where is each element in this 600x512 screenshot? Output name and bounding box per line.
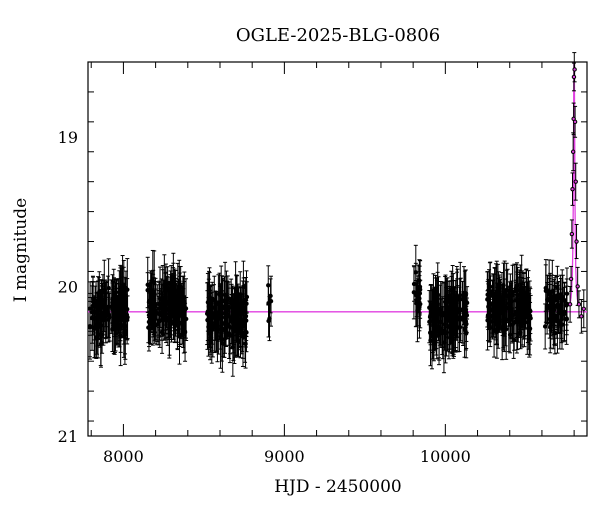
data-point	[102, 279, 108, 320]
data-point	[116, 278, 121, 325]
x-axis-label: HJD - 2450000	[274, 477, 402, 497]
data-point	[87, 297, 93, 358]
data-point	[528, 294, 533, 342]
data-point	[239, 318, 245, 352]
event-point-highlight	[568, 303, 572, 306]
data-point	[223, 303, 229, 347]
data-point	[117, 292, 123, 334]
data-point	[98, 290, 103, 328]
data-point	[555, 288, 560, 354]
data-point	[236, 307, 241, 351]
data-point	[488, 261, 493, 312]
data-point	[106, 258, 111, 318]
data-point	[243, 319, 248, 369]
plot-area	[87, 52, 588, 437]
data-point	[207, 289, 213, 355]
data-point	[560, 274, 566, 320]
data-point	[564, 301, 569, 336]
data-point	[440, 306, 445, 360]
data-point	[180, 288, 186, 349]
data-point	[411, 266, 417, 302]
data-point	[435, 271, 440, 338]
data-point	[427, 300, 432, 344]
data-point	[547, 301, 553, 354]
event-point-highlight	[572, 117, 575, 121]
data-point	[415, 264, 421, 314]
data-point	[456, 296, 461, 329]
data-points-layer	[87, 52, 586, 377]
data-point	[122, 301, 128, 365]
data-point	[504, 262, 509, 329]
data-point	[152, 250, 157, 317]
data-point	[438, 298, 444, 346]
event-point-highlight	[575, 240, 578, 243]
data-point	[520, 280, 525, 331]
event-point-highlight	[570, 232, 574, 236]
event-point-highlight	[573, 120, 577, 124]
data-point	[111, 296, 117, 355]
y-tick-labels: 19 20 21	[58, 128, 78, 446]
data-point	[266, 265, 271, 306]
data-point	[448, 280, 454, 345]
plot-frame	[87, 61, 588, 437]
x-tick-label: 8000	[103, 447, 144, 466]
data-point	[183, 278, 189, 339]
event-point-highlight	[571, 187, 574, 191]
data-point	[244, 281, 250, 313]
data-point	[210, 291, 215, 341]
data-point	[162, 254, 167, 317]
data-point	[104, 280, 109, 338]
data-point	[544, 288, 550, 324]
event-point-highlight	[576, 285, 579, 288]
data-point	[485, 289, 491, 342]
event-point-highlight	[573, 68, 576, 71]
data-point	[508, 282, 514, 340]
data-point	[432, 290, 437, 343]
y-axis-label: I magnitude	[11, 198, 31, 302]
event-point-highlight	[580, 315, 583, 318]
data-point	[552, 290, 557, 346]
data-point	[445, 296, 450, 339]
data-point	[179, 289, 184, 338]
data-point	[148, 272, 154, 333]
x-tick-label: 10000	[420, 447, 471, 466]
data-point	[514, 286, 520, 354]
event-point-highlight	[571, 150, 575, 153]
event-point-highlight	[574, 180, 577, 183]
data-point	[498, 284, 504, 331]
data-point	[517, 289, 522, 333]
event-point-highlight	[582, 307, 585, 311]
data-point	[214, 291, 220, 352]
event-point-highlight	[569, 277, 573, 281]
minor-ticks	[88, 61, 587, 436]
x-tick-labels: 8000 9000 10000	[103, 447, 471, 466]
data-point	[174, 294, 179, 327]
chart-title: OGLE-2025-BLG-0806	[236, 25, 440, 46]
data-point	[461, 266, 467, 325]
data-point	[222, 321, 227, 358]
data-point	[90, 276, 96, 327]
data-point	[113, 280, 119, 329]
data-point	[268, 275, 274, 327]
data-point	[524, 281, 530, 329]
data-point	[159, 294, 165, 337]
data-point	[501, 284, 506, 336]
x-tick-label: 9000	[264, 447, 305, 466]
data-point	[171, 262, 176, 329]
y-tick-label: 20	[58, 277, 78, 296]
data-point	[168, 297, 173, 332]
event-point-highlight	[572, 75, 576, 79]
y-tick-label: 19	[58, 128, 78, 147]
data-point	[157, 292, 162, 348]
data-point	[145, 256, 150, 313]
event-point-highlight	[577, 303, 581, 306]
data-point	[229, 298, 234, 345]
data-point	[218, 292, 224, 338]
data-point	[495, 297, 501, 332]
data-point	[572, 52, 577, 63]
y-tick-label: 21	[58, 427, 78, 446]
data-point	[506, 290, 512, 323]
data-point	[233, 294, 238, 358]
